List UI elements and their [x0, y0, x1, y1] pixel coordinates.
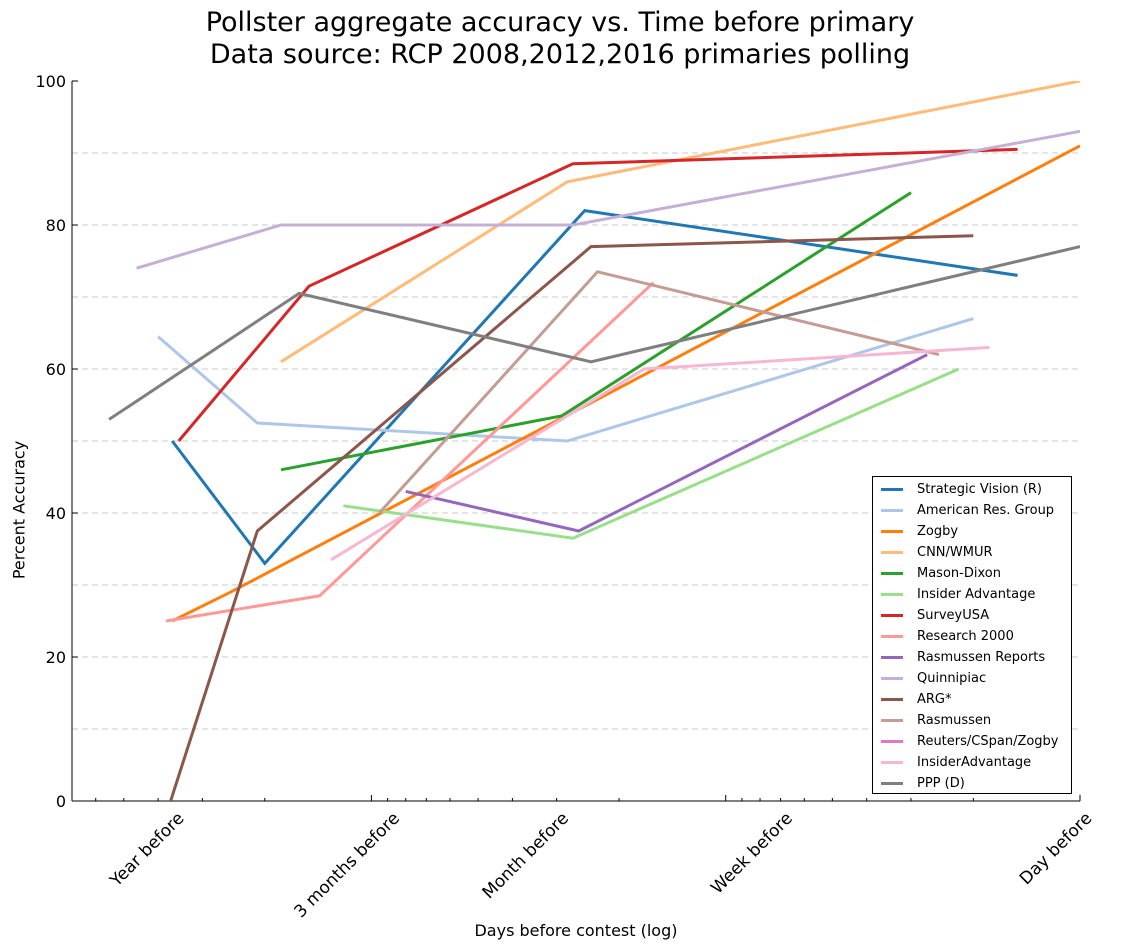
legend-item: CNN/WMUR: [881, 542, 1071, 563]
legend-label: Reuters/CSpan/Zogby: [917, 734, 1059, 749]
series-line-cnn-wmur: [280, 81, 1080, 364]
series-line-insider-advantage: [343, 367, 960, 540]
legend-item: SurveyUSA: [881, 605, 1071, 626]
series-line-rasmussen-reports: [405, 353, 928, 533]
series-line-research-2000: [165, 281, 655, 623]
legend-swatch: [881, 488, 903, 491]
legend-item: Quinnipiac: [881, 668, 1071, 689]
legend-swatch: [881, 593, 903, 596]
legend-label: InsiderAdvantage: [917, 755, 1032, 770]
x-tick-label: 3 months before: [290, 809, 403, 922]
series-line-zogby: [171, 144, 1080, 623]
legend-label: Zogby: [917, 524, 959, 539]
legend-item: ARG*: [881, 689, 1071, 710]
chart-title: Pollster aggregate accuracy vs. Time bef…: [205, 7, 915, 38]
series-line-insideradvantage: [330, 345, 990, 562]
chart-subtitle: Data source: RCP 2008,2012,2016 primarie…: [209, 39, 911, 70]
legend-swatch: [881, 530, 903, 533]
legend-swatch: [881, 509, 903, 512]
legend: Strategic Vision (R) American Res. Group Z…: [872, 476, 1072, 794]
y-tick-label: 0: [56, 792, 66, 811]
legend-swatch: [881, 698, 903, 701]
legend-item: American Res. Group: [881, 500, 1071, 521]
legend-label: Rasmussen: [917, 713, 992, 728]
y-tick-label: 100: [35, 72, 66, 91]
legend-label: SurveyUSA: [917, 608, 990, 623]
legend-swatch: [881, 740, 903, 743]
series-line-quinnipiac: [136, 129, 1080, 270]
legend-label: PPP (D): [917, 776, 965, 791]
series-line-american-res-group: [157, 317, 974, 443]
legend-swatch: [881, 572, 903, 575]
x-tick-label: Day before: [1016, 809, 1096, 889]
legend-item: Mason-Dixon: [881, 563, 1071, 584]
legend-label: Mason-Dixon: [917, 566, 1001, 581]
legend-label: Research 2000: [917, 629, 1014, 644]
legend-label: Rasmussen Reports: [917, 650, 1046, 665]
legend-label: Quinnipiac: [917, 671, 987, 686]
legend-swatch: [881, 782, 903, 785]
series-line-mason-dixon: [280, 191, 912, 472]
x-axis-label: Days before contest (log): [474, 921, 678, 940]
legend-label: Strategic Vision (R): [917, 482, 1043, 497]
y-tick-label: 20: [46, 648, 66, 667]
legend-swatch: [881, 677, 903, 680]
y-tick-label: 80: [46, 216, 66, 235]
legend-item: Rasmussen: [881, 710, 1071, 731]
series-line-arg-: [169, 234, 974, 801]
x-tick-label: Year before: [106, 809, 189, 892]
legend-label: American Res. Group: [917, 503, 1055, 518]
y-axis-label: Percent Accuracy: [9, 440, 29, 580]
legend-item: Research 2000: [881, 626, 1071, 647]
y-tick-label: 60: [46, 360, 66, 379]
legend-item: Zogby: [881, 521, 1071, 542]
legend-label: Insider Advantage: [917, 587, 1036, 602]
legend-swatch: [881, 614, 903, 617]
legend-item: Strategic Vision (R): [881, 479, 1071, 500]
legend-label: ARG*: [917, 692, 952, 707]
x-tick-label: Week before: [707, 809, 797, 899]
legend-item: Rasmussen Reports: [881, 647, 1071, 668]
legend-item: InsiderAdvantage: [881, 752, 1071, 773]
legend-item: Insider Advantage: [881, 584, 1071, 605]
legend-label: CNN/WMUR: [917, 545, 993, 560]
y-tick-label: 40: [46, 504, 66, 523]
y-axis-label-wrap: Percent Accuracy: [2, 430, 36, 590]
x-tick-label: Month before: [479, 809, 573, 903]
legend-item: Reuters/CSpan/Zogby: [881, 731, 1071, 752]
legend-swatch: [881, 719, 903, 722]
series-line-rasmussen: [378, 270, 940, 515]
legend-swatch: [881, 761, 903, 764]
legend-item: PPP (D): [881, 773, 1071, 794]
legend-swatch: [881, 635, 903, 638]
legend-swatch: [881, 551, 903, 554]
legend-swatch: [881, 656, 903, 659]
series-line-ppp-d-: [108, 245, 1080, 421]
